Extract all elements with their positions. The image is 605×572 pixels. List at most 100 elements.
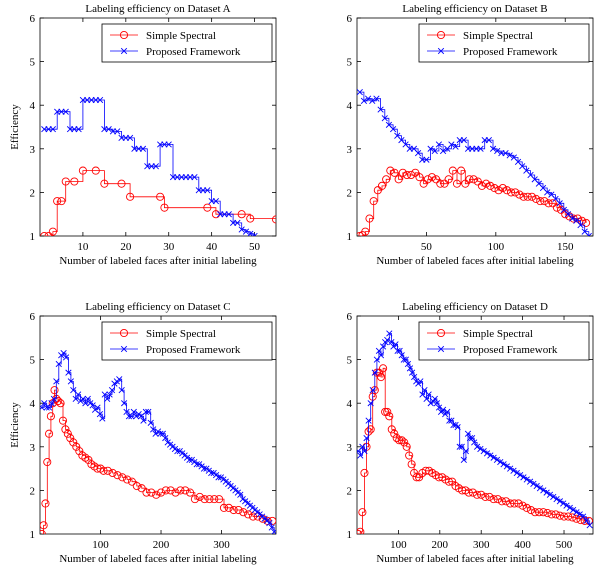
data-point — [402, 170, 412, 180]
data-point — [493, 495, 502, 504]
data-point — [152, 490, 161, 499]
data-point — [373, 95, 380, 102]
data-point — [142, 488, 151, 497]
data-point — [396, 347, 403, 354]
data-point — [440, 406, 447, 413]
data-point — [96, 410, 104, 418]
legend-marker — [437, 345, 445, 353]
series-line-spectral — [44, 170, 276, 236]
data-point — [572, 514, 581, 523]
data-point — [99, 466, 108, 475]
data-point — [364, 95, 372, 102]
data-point — [150, 426, 157, 433]
data-point — [103, 466, 112, 475]
data-point — [238, 226, 245, 233]
data-point — [94, 404, 101, 411]
data-point — [248, 512, 258, 521]
y-tick-label: 3 — [347, 442, 353, 454]
data-point — [237, 491, 244, 498]
chart-panel-3: Labeling efficiency on Dataset D 1 2 3 4 5 6 10… — [347, 301, 594, 565]
y-tick-label: 4 — [347, 398, 353, 410]
data-point — [212, 198, 220, 205]
legend-label: Proposed Framework — [146, 344, 241, 356]
data-point — [358, 508, 367, 517]
y-tick-label: 1 — [347, 529, 353, 541]
y-axis-label: Efficiency — [9, 402, 21, 448]
data-point — [566, 504, 573, 511]
data-point — [397, 436, 406, 445]
x-tick-label: 500 — [556, 539, 573, 551]
data-point — [53, 197, 62, 206]
data-point — [118, 387, 125, 394]
data-point — [440, 179, 449, 188]
x-tick-label: 50 — [249, 241, 261, 253]
data-point — [369, 197, 378, 206]
data-point — [506, 499, 515, 508]
series-line-proposed — [44, 99, 255, 236]
legend: Simple Spectral Proposed Framework — [101, 23, 273, 63]
data-point — [507, 465, 514, 472]
data-point — [564, 512, 573, 521]
data-point — [147, 419, 154, 426]
x-tick-label: 100 — [92, 539, 109, 551]
data-point — [367, 400, 374, 407]
data-point — [500, 461, 507, 468]
x-tick-label: 20 — [120, 241, 132, 253]
data-point — [234, 505, 243, 515]
data-point — [583, 517, 590, 525]
data-point — [105, 126, 112, 133]
data-point — [139, 145, 147, 152]
x-tick-label: 50 — [421, 241, 433, 253]
data-point — [376, 372, 386, 382]
data-point — [411, 373, 418, 381]
data-point — [53, 378, 60, 385]
data-point — [402, 442, 411, 451]
data-point — [444, 408, 451, 416]
data-point — [116, 376, 123, 383]
data-point — [181, 486, 190, 495]
data-point — [404, 360, 412, 368]
data-point — [493, 456, 501, 463]
data-point — [72, 442, 81, 451]
data-point — [481, 492, 490, 501]
data-point — [585, 232, 592, 236]
data-point — [535, 508, 544, 517]
data-point — [579, 513, 587, 520]
legend-box — [418, 321, 590, 361]
data-point — [540, 487, 547, 494]
data-point — [186, 488, 195, 497]
data-point — [84, 395, 91, 402]
axes-frame — [356, 315, 594, 535]
data-point — [204, 187, 211, 194]
data-point — [523, 192, 532, 201]
data-point — [497, 458, 504, 466]
data-point — [556, 498, 563, 505]
data-point — [482, 179, 491, 188]
data-point — [385, 412, 394, 421]
data-point — [89, 402, 96, 409]
legend-box — [101, 321, 273, 361]
data-point — [444, 477, 453, 486]
legend-label: Proposed Framework — [463, 344, 558, 356]
data-point — [563, 502, 570, 509]
data-point — [494, 147, 501, 155]
data-point — [480, 448, 487, 455]
data-point — [210, 495, 219, 504]
data-point — [450, 421, 457, 429]
data-point — [460, 136, 468, 144]
data-point — [361, 448, 368, 455]
legend-marker — [437, 47, 445, 55]
plot-area — [357, 89, 592, 236]
data-point — [431, 147, 438, 155]
data-point — [381, 115, 388, 122]
x-axis-label: Number of labeled faces after initial la… — [59, 553, 257, 565]
data-point — [377, 181, 387, 190]
data-point — [123, 475, 132, 484]
data-point — [365, 214, 374, 223]
data-point — [577, 221, 584, 229]
data-point — [383, 407, 392, 416]
data-point — [234, 219, 241, 227]
data-point — [410, 468, 419, 478]
data-point — [570, 506, 577, 514]
data-point — [473, 490, 482, 499]
